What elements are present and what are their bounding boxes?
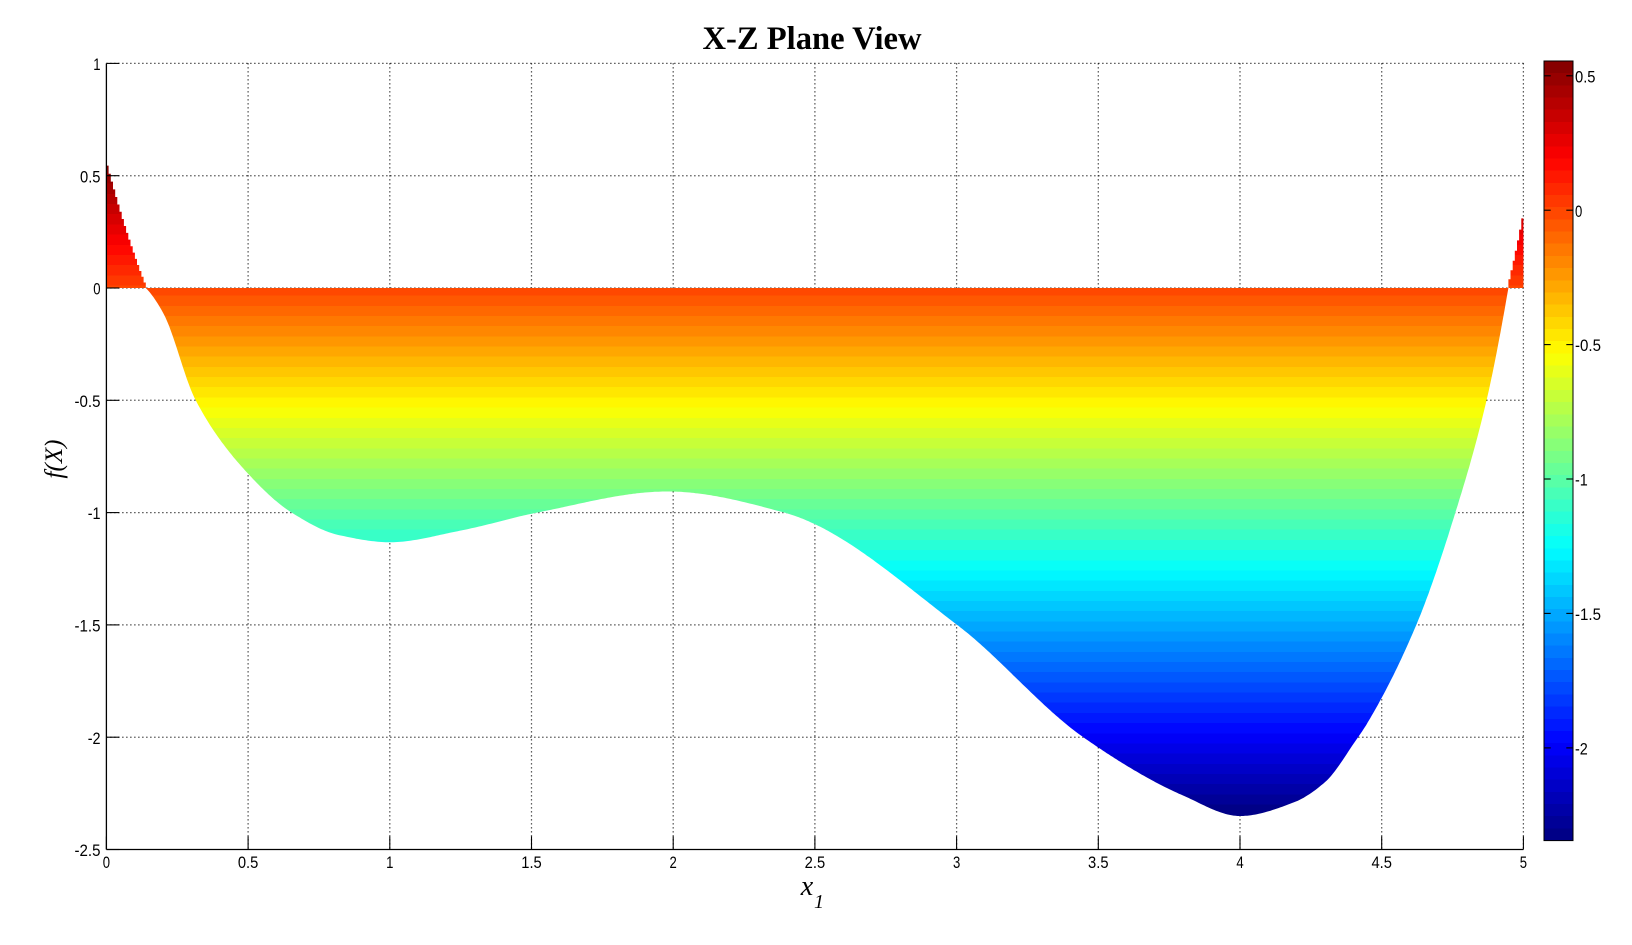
svg-text:1: 1 [386,854,393,872]
svg-text:-1: -1 [1575,472,1588,490]
svg-text:1.5: 1.5 [521,854,542,872]
svg-text:4: 4 [1236,854,1243,872]
svg-text:-1.5: -1.5 [1575,606,1601,624]
svg-text:0.5: 0.5 [80,168,101,186]
svg-text:2.5: 2.5 [805,854,826,872]
svg-text:-1.5: -1.5 [75,618,101,636]
svg-text:3: 3 [953,854,960,872]
svg-text:5: 5 [1520,854,1527,872]
svg-text:-2: -2 [1575,741,1588,759]
svg-text:-2: -2 [88,730,101,748]
svg-text:2: 2 [670,854,677,872]
svg-text:f(X): f(X) [41,440,68,479]
svg-text:-2.5: -2.5 [75,842,101,860]
svg-text:0.5: 0.5 [1575,68,1596,86]
svg-text:-1: -1 [88,505,101,523]
svg-text:X-Z Plane View: X-Z Plane View [703,21,922,57]
svg-text:x: x [800,871,814,902]
svg-text:0.5: 0.5 [238,854,259,872]
svg-text:0: 0 [103,854,110,872]
svg-text:-0.5: -0.5 [1575,337,1601,355]
svg-text:0: 0 [93,281,100,299]
svg-text:4.5: 4.5 [1371,854,1392,872]
svg-text:1: 1 [93,56,100,74]
svg-text:1: 1 [814,891,824,913]
svg-text:-0.5: -0.5 [75,393,101,411]
svg-text:3.5: 3.5 [1088,854,1109,872]
svg-text:0: 0 [1575,203,1582,221]
